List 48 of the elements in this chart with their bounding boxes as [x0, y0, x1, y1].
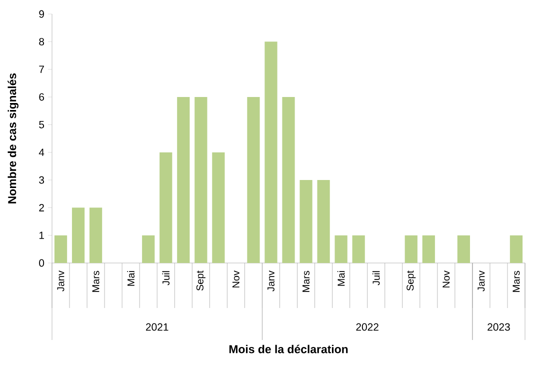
bar — [194, 97, 208, 263]
x-tick-label: Juil — [162, 271, 170, 286]
x-tick-label: Juil — [372, 271, 380, 286]
text: 2022 — [356, 323, 378, 331]
y-tick-label: 0 — [39, 259, 44, 267]
y-tick-label: 7 — [39, 66, 44, 73]
bar — [352, 235, 365, 263]
bar — [422, 235, 435, 263]
bar — [510, 235, 523, 263]
text: 2023 — [488, 323, 510, 331]
bar — [142, 235, 155, 263]
y-tick-label: 3 — [39, 176, 44, 184]
x-tick-label: Mars — [92, 270, 100, 292]
x-tick-label: Janv — [268, 270, 274, 292]
text: 2021 — [146, 323, 168, 331]
y-tick-label: 8 — [39, 38, 44, 46]
y-tick-label: 5 — [39, 121, 44, 128]
x-axis-title: Mois de la déclaration — [229, 344, 348, 354]
y-tick-label: 6 — [39, 93, 44, 101]
bar — [160, 152, 172, 263]
x-tick-label: Sept — [406, 270, 416, 291]
bar — [212, 152, 225, 263]
bar — [404, 235, 418, 263]
bar — [317, 180, 330, 263]
bar — [300, 180, 312, 263]
x-tick-label: Nov — [232, 270, 240, 288]
bar — [72, 208, 85, 263]
bar — [457, 235, 470, 263]
x-tick-label: Nov — [442, 270, 450, 288]
x-tick-label: Janv — [57, 270, 64, 292]
bar — [89, 208, 102, 263]
x-tick-label: Mars — [302, 270, 310, 292]
x-tick-label: Mai — [127, 271, 134, 286]
bar — [54, 235, 68, 263]
bar — [177, 97, 190, 263]
bar — [264, 42, 278, 263]
y-tick-label: 2 — [39, 204, 44, 212]
bar — [282, 97, 295, 263]
x-tick-label: Mai — [337, 271, 345, 286]
y-tick-label: 9 — [39, 10, 44, 18]
y-tick-label: 1 — [39, 232, 44, 239]
x-tick-label: Janv — [478, 270, 485, 292]
y-axis-title: Nombre de cas signalés — [8, 73, 18, 204]
x-tick-label: Sept — [196, 270, 206, 291]
bar — [334, 235, 348, 263]
y-tick-label: 4 — [38, 148, 44, 156]
bar — [247, 97, 260, 263]
x-tick-label: Mars — [512, 270, 520, 292]
